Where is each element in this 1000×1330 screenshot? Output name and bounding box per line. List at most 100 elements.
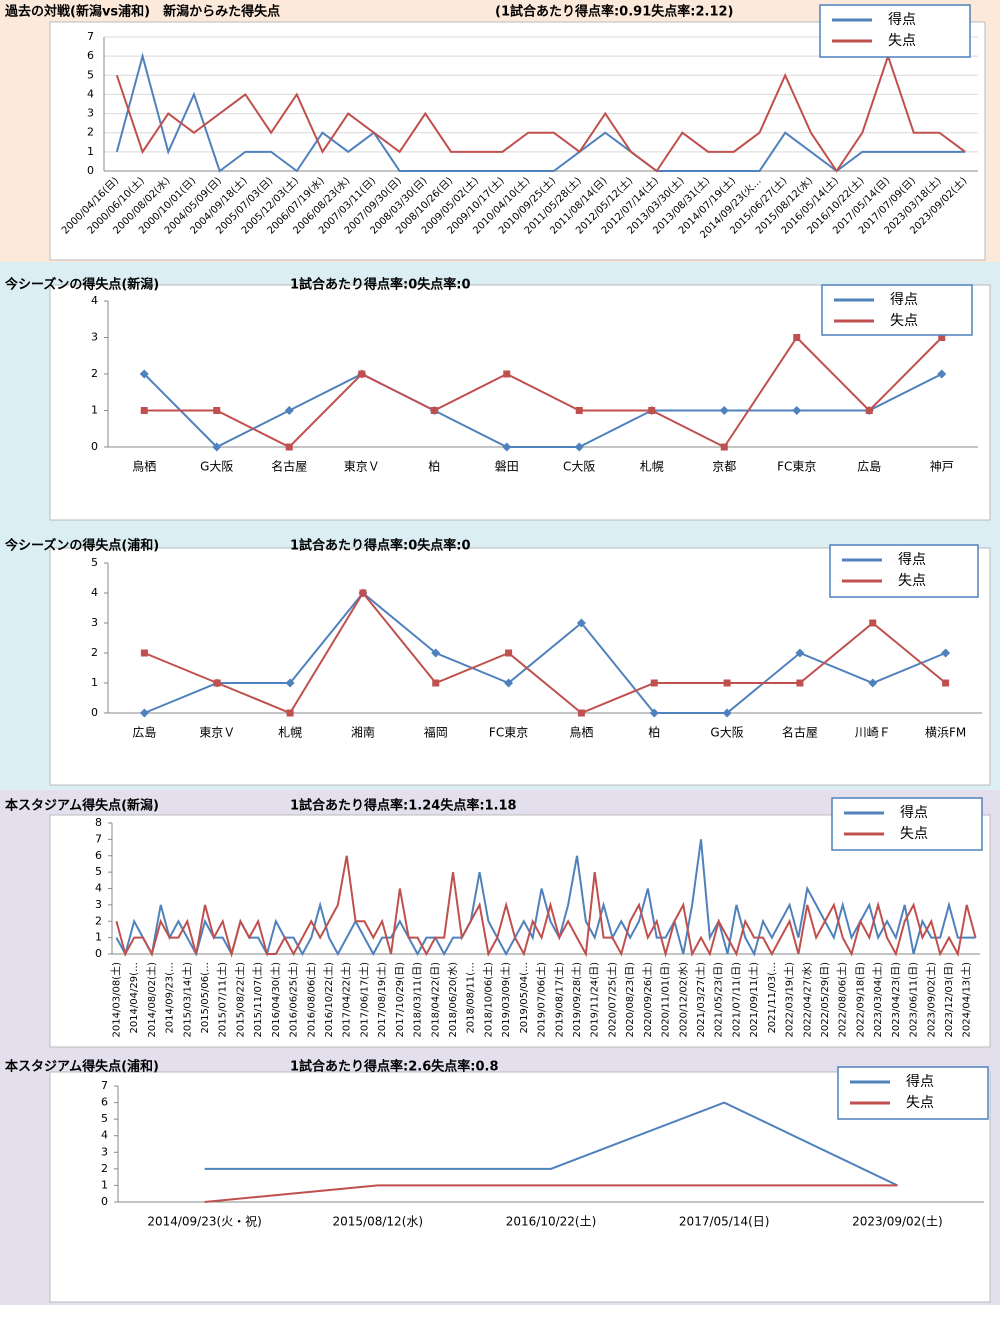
point-marker xyxy=(285,443,293,451)
y-tick-label: 0 xyxy=(87,164,94,177)
x-tick-label: 2018/08/11(… xyxy=(466,962,477,1034)
legend-box xyxy=(821,284,973,336)
x-tick-label: 札幌 xyxy=(278,725,302,740)
legend-label: 失点 xyxy=(898,573,926,589)
y-tick-label: 1 xyxy=(91,676,98,689)
y-tick-label: 6 xyxy=(87,49,94,62)
legend-label: 失点 xyxy=(906,1095,934,1111)
x-tick-label: 2016/06/25(土) xyxy=(287,962,300,1038)
x-tick-label: 福岡 xyxy=(424,725,448,740)
chart-title: 今シーズンの得失点(浦和) xyxy=(4,538,159,554)
point-marker xyxy=(431,648,441,658)
y-tick-label: 5 xyxy=(95,865,102,878)
x-tick-label: 2016/10/22(土) xyxy=(322,962,335,1038)
point-marker xyxy=(574,442,584,452)
y-tick-label: 1 xyxy=(87,145,94,158)
series-line xyxy=(144,335,943,449)
chart: 本スタジアム得失点(浦和) 1試合あたり得点率:2.6失点率:0.8 0 1 2 3 4 5 6… xyxy=(0,1050,1000,1305)
x-tick-label: 2022/08/06(土) xyxy=(836,962,849,1038)
x-tick-label: FC東京 xyxy=(489,726,528,740)
x-tick-label: 2019/09/28(土) xyxy=(570,962,583,1038)
point-marker xyxy=(722,708,732,718)
x-tick-label: 2018/03/11(日) xyxy=(413,962,424,1038)
x-tick-label: 2016/08/06(土) xyxy=(304,962,317,1038)
x-tick-label: 2022/05/29(日) xyxy=(820,962,831,1038)
point-marker xyxy=(504,678,514,688)
x-tick-label: 2017/06/17(土) xyxy=(357,962,370,1038)
x-tick-label: C大阪 xyxy=(563,460,595,474)
x-tick-label: 2015/03/14(土) xyxy=(180,962,193,1038)
y-tick-label: 0 xyxy=(91,706,98,719)
x-tick-label: 2019/08/17(土) xyxy=(552,962,565,1038)
x-tick-label: 名古屋 xyxy=(271,459,307,474)
x-tick-label: 2022/03/19(土) xyxy=(783,962,796,1038)
x-tick-label: 2015/05/06(… xyxy=(200,962,211,1034)
x-tick-label: 2021/11/03(… xyxy=(767,962,778,1034)
series-line xyxy=(204,1101,898,1187)
point-marker xyxy=(576,618,586,628)
y-tick-label: 6 xyxy=(95,849,102,862)
x-tick-label: 湘南 xyxy=(351,725,375,740)
series-line xyxy=(204,1184,898,1203)
x-tick-label: 2016/10/22(土) xyxy=(506,1215,597,1229)
x-tick-label: 2014/09/23(… xyxy=(165,962,176,1034)
chart-subtitle: 1試合あたり得点率:2.6失点率:0.8 xyxy=(290,1059,499,1075)
point-marker xyxy=(430,407,438,414)
y-tick-label: 3 xyxy=(87,107,94,120)
point-marker xyxy=(213,407,221,414)
point-marker xyxy=(938,334,946,341)
x-tick-label: 川崎Ｆ xyxy=(855,726,891,740)
chart: 本スタジアム得失点(新潟) 1試合あたり得点率:1.24失点率:1.18 0 1 2 3 4… xyxy=(0,790,1000,1050)
x-tick-label: 2018/06/20(水) xyxy=(447,962,459,1038)
y-tick-label: 0 xyxy=(95,947,102,960)
y-tick-label: 6 xyxy=(101,1096,108,1109)
y-tick-label: 5 xyxy=(91,556,98,569)
x-tick-label: 2023/09/02(土) xyxy=(924,962,937,1038)
x-tick-label: FC東京 xyxy=(777,460,816,474)
point-marker xyxy=(793,334,801,341)
point-marker xyxy=(139,369,149,379)
x-tick-label: 2023/09/02(土) xyxy=(852,1215,943,1229)
point-marker xyxy=(650,679,658,687)
x-tick-label: 2021/07/11(日) xyxy=(731,962,742,1038)
x-tick-label: 2017/08/19(土) xyxy=(375,962,388,1038)
point-marker xyxy=(795,648,805,658)
y-tick-label: 4 xyxy=(101,1129,108,1142)
legend-label: 得点 xyxy=(906,1073,934,1090)
point-marker xyxy=(575,407,583,414)
legend-label: 得点 xyxy=(898,551,926,568)
x-tick-label: 2020/12/02(水) xyxy=(677,962,689,1038)
x-tick-label: 神戸 xyxy=(930,460,954,474)
y-tick-label: 0 xyxy=(101,1195,108,1208)
y-tick-label: 7 xyxy=(87,30,94,43)
x-tick-label: G大阪 xyxy=(710,726,743,740)
legend-box xyxy=(819,4,971,58)
x-tick-label: 2021/09/11(土) xyxy=(747,962,760,1038)
chart-title: 本スタジアム得失点(新潟) xyxy=(5,798,159,814)
x-tick-label: 広島 xyxy=(132,725,156,740)
series-line xyxy=(144,591,946,714)
x-tick-label: 2017/05/14(日) xyxy=(679,1215,770,1229)
x-tick-label: 磐田 xyxy=(495,460,519,474)
y-tick-label: 2 xyxy=(101,1162,108,1175)
y-tick-label: 4 xyxy=(95,882,102,895)
x-tick-label: 2023/12/03(日) xyxy=(944,962,955,1038)
y-tick-label: 4 xyxy=(91,294,98,307)
x-tick-label: 2020/07/25(土) xyxy=(605,962,618,1038)
point-marker xyxy=(792,406,802,415)
y-tick-label: 5 xyxy=(87,68,94,81)
point-marker xyxy=(865,407,873,414)
point-marker xyxy=(358,370,366,378)
x-tick-label: 2022/09/18(日) xyxy=(855,962,866,1038)
x-tick-label: 2024/04/13(土) xyxy=(960,962,973,1038)
x-tick-label: 2019/07/06(土) xyxy=(535,962,548,1038)
y-tick-label: 8 xyxy=(95,816,102,829)
x-tick-label: 2020/08/23(日) xyxy=(625,962,636,1038)
point-marker xyxy=(720,443,728,451)
series-line xyxy=(115,53,966,173)
chart: 過去の対戦(新潟vs浦和) 新潟からみた得失点 (1試合あたり得点率:0.91失点… xyxy=(0,0,1000,262)
y-tick-label: 7 xyxy=(101,1079,108,1092)
x-tick-label: 2021/05/23(日) xyxy=(714,962,725,1038)
point-marker xyxy=(212,442,222,452)
